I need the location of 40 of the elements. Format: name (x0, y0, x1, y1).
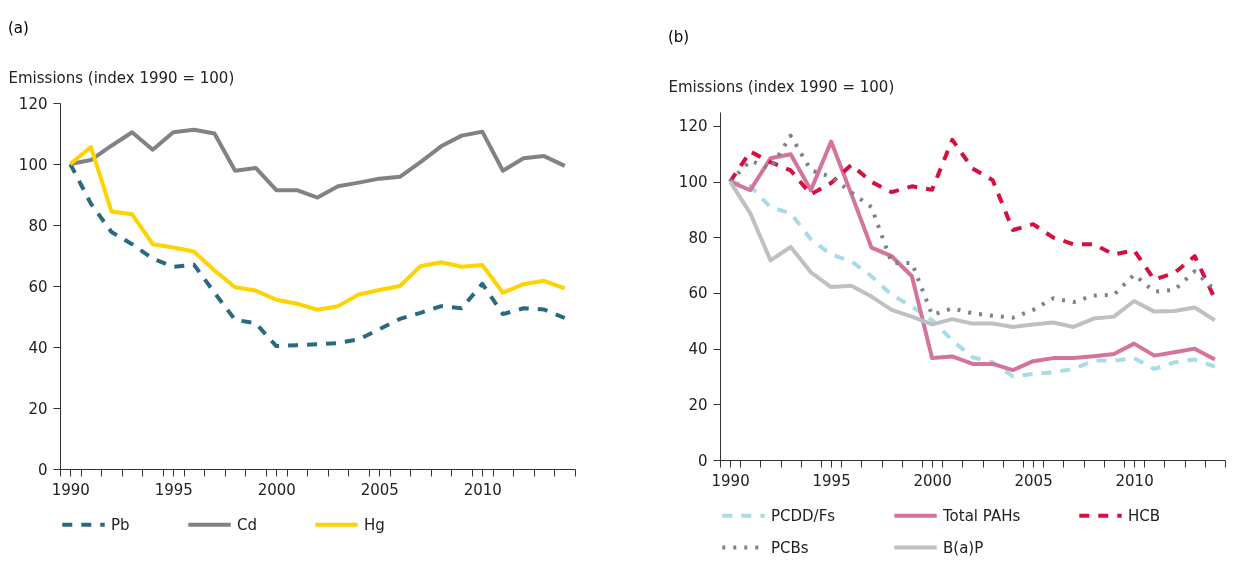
legend-label: HCB (1128, 506, 1161, 525)
x-tick-label: 2010 (1115, 471, 1154, 490)
x-tick-label: 2005 (1014, 471, 1053, 490)
legend-label: Cd (237, 515, 257, 534)
y-tick-label: 120 (678, 117, 708, 136)
x-tick-label: 2005 (360, 480, 399, 499)
x-tick-label: 1995 (154, 480, 193, 499)
chart-title: (b) (668, 28, 690, 46)
y-tick-label: 20 (688, 395, 708, 414)
line-series (728, 179, 1217, 329)
legend-label: Hg (364, 515, 385, 534)
y-tick-label: 0 (697, 451, 708, 470)
legend-label: Total PAHs (942, 506, 1021, 525)
x-tick-label: 2000 (257, 480, 296, 499)
y-tick-label: 100 (678, 173, 708, 192)
y-tick-label: 60 (688, 284, 708, 303)
y-tick-label: 40 (28, 338, 48, 357)
y-tick-label: 80 (688, 228, 708, 247)
x-tick-label: 1990 (711, 471, 750, 490)
line-series (68, 127, 567, 200)
legend-label: PCBs (771, 538, 809, 557)
y-tick-label: 80 (28, 216, 48, 235)
x-tick-label: 2000 (913, 471, 952, 490)
x-tick-label: 1995 (812, 471, 851, 490)
y-axis-title: Emissions (index 1990 = 100) (8, 68, 235, 87)
y-tick-label: 20 (28, 399, 48, 418)
y-tick-label: 0 (37, 460, 48, 479)
legend-label: B(a)P (943, 538, 984, 557)
y-tick-label: 40 (688, 340, 708, 359)
x-tick-label: 1990 (51, 480, 90, 499)
legend-label: PCDD/Fs (771, 506, 836, 525)
x-tick-label: 2010 (463, 480, 502, 499)
y-tick-label: 60 (28, 277, 48, 296)
chart-title: (a) (8, 19, 29, 37)
y-axis-title: Emissions (index 1990 = 100) (668, 77, 895, 96)
y-tick-label: 100 (18, 155, 48, 174)
legend-label: Pb (111, 515, 130, 534)
y-tick-label: 120 (18, 94, 48, 113)
line-series (68, 144, 567, 312)
line-series (68, 162, 567, 349)
